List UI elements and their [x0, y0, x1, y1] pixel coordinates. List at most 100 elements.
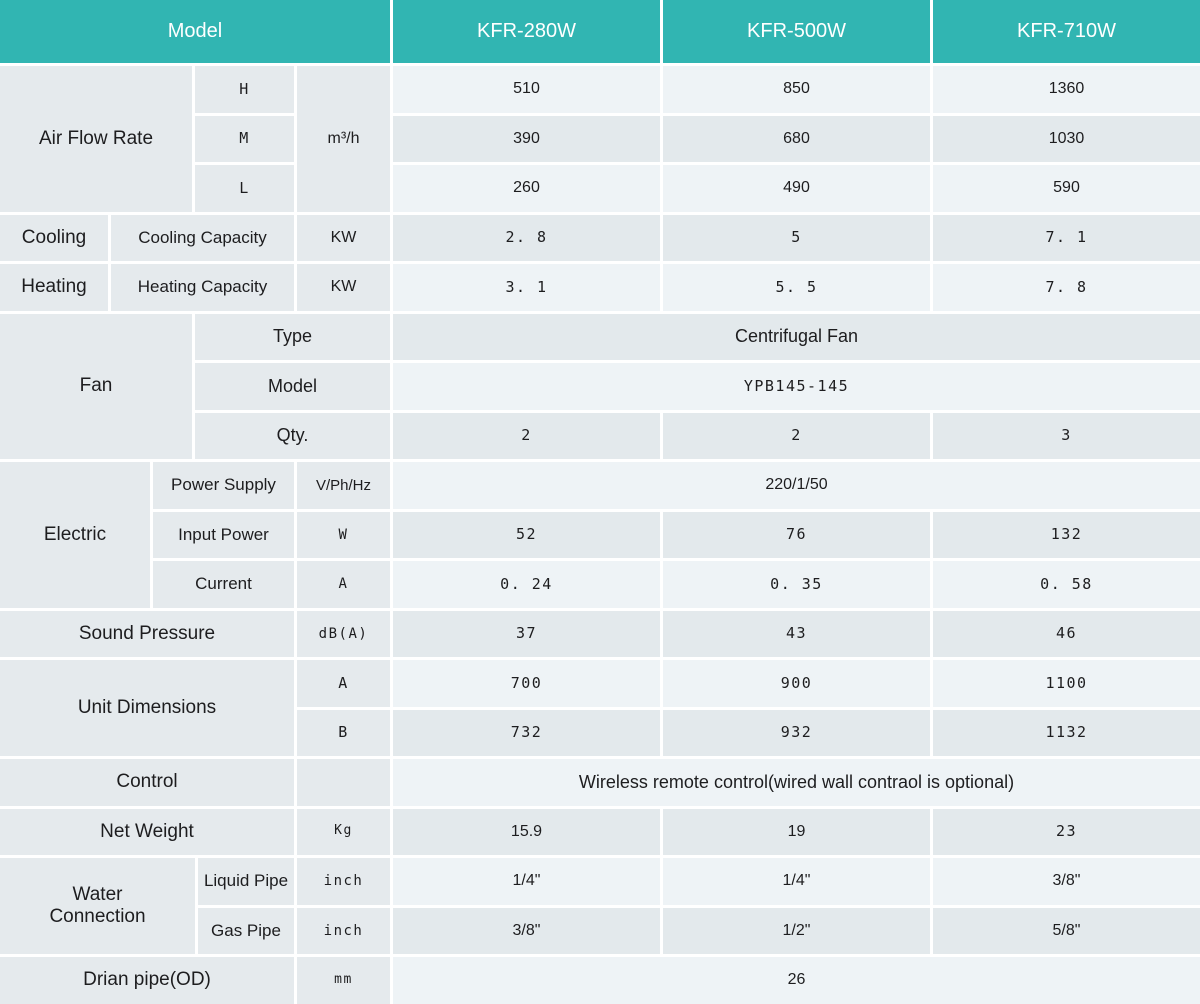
- dimension-a-500w: 900: [663, 660, 930, 707]
- liquid-pipe-label: Liquid Pipe: [198, 858, 294, 905]
- net-weight-280w: 15.9: [393, 808, 660, 855]
- dimension-a-label: A: [297, 660, 390, 707]
- air-flow-level-h: H: [195, 66, 294, 113]
- model-header-cell: Model: [0, 0, 390, 63]
- air-flow-level-m: M: [195, 115, 294, 162]
- input-power-500w: 76: [663, 511, 930, 558]
- dimension-b-710w: 1132: [933, 709, 1200, 756]
- control-value: Wireless remote control(wired wall contr…: [393, 759, 1200, 806]
- model-column-kfr-710w: KFR-710W: [933, 0, 1200, 63]
- sound-pressure-label: Sound Pressure: [0, 610, 294, 657]
- dimension-a-710w: 1100: [933, 660, 1200, 707]
- fan-qty-label: Qty.: [195, 412, 390, 459]
- gas-pipe-500w: 1/2": [663, 907, 930, 954]
- cooling-500w: 5: [663, 214, 930, 261]
- model-column-kfr-500w: KFR-500W: [663, 0, 930, 63]
- drain-pipe-value: 26: [393, 957, 1200, 1004]
- dimension-b-280w: 732: [393, 709, 660, 756]
- current-280w: 0. 24: [393, 561, 660, 608]
- cooling-280w: 2. 8: [393, 214, 660, 261]
- gas-pipe-label: Gas Pipe: [198, 907, 294, 954]
- current-unit: A: [297, 561, 390, 608]
- section-control: Control Wireless remote control(wired wa…: [0, 759, 1200, 806]
- air-flow-rate-label: Air Flow Rate: [0, 66, 192, 212]
- current-710w: 0. 58: [933, 561, 1200, 608]
- liquid-pipe-280w: 1/4": [393, 858, 660, 905]
- unit-dimensions-label: Unit Dimensions: [0, 660, 294, 756]
- fan-type-value: Centrifugal Fan: [393, 313, 1200, 360]
- air-flow-unit: m³/h: [297, 66, 390, 212]
- dimension-b-500w: 932: [663, 709, 930, 756]
- sound-pressure-280w: 37: [393, 610, 660, 657]
- control-label: Control: [0, 759, 294, 806]
- input-power-280w: 52: [393, 511, 660, 558]
- drain-pipe-label: Drian pipe(OD): [0, 957, 294, 1004]
- section-unit-dimensions: Unit Dimensions A 700 900 1100 B 732 932…: [0, 660, 1200, 756]
- current-label: Current: [153, 561, 294, 608]
- model-column-kfr-280w: KFR-280W: [393, 0, 660, 63]
- cooling-label: Cooling: [0, 214, 108, 261]
- air-flow-h-710w: 1360: [933, 66, 1200, 113]
- cooling-unit: KW: [297, 214, 390, 261]
- dimension-a-280w: 700: [393, 660, 660, 707]
- fan-model-label: Model: [195, 363, 390, 410]
- liquid-pipe-500w: 1/4": [663, 858, 930, 905]
- fan-qty-710w: 3: [933, 412, 1200, 459]
- heating-500w: 5. 5: [663, 264, 930, 311]
- sound-pressure-unit: dB(A): [297, 610, 390, 657]
- section-water-connection: Water Connection Liquid Pipe inch 1/4" 1…: [0, 858, 1200, 954]
- fan-qty-280w: 2: [393, 412, 660, 459]
- cooling-capacity-label: Cooling Capacity: [111, 214, 294, 261]
- liquid-pipe-unit: inch: [297, 858, 390, 905]
- air-flow-h-500w: 850: [663, 66, 930, 113]
- net-weight-500w: 19: [663, 808, 930, 855]
- air-flow-l-710w: 590: [933, 165, 1200, 212]
- input-power-710w: 132: [933, 511, 1200, 558]
- input-power-label: Input Power: [153, 511, 294, 558]
- heating-280w: 3. 1: [393, 264, 660, 311]
- air-flow-level-l: L: [195, 165, 294, 212]
- liquid-pipe-710w: 3/8": [933, 858, 1200, 905]
- gas-pipe-unit: inch: [297, 907, 390, 954]
- net-weight-label: Net Weight: [0, 808, 294, 855]
- fan-qty-500w: 2: [663, 412, 930, 459]
- heating-capacity-label: Heating Capacity: [111, 264, 294, 311]
- section-cooling-heating: Cooling Cooling Capacity KW 2. 8 5 7. 1 …: [0, 214, 1200, 311]
- net-weight-710w: 23: [933, 808, 1200, 855]
- heating-710w: 7. 8: [933, 264, 1200, 311]
- dimension-b-label: B: [297, 709, 390, 756]
- air-flow-l-500w: 490: [663, 165, 930, 212]
- input-power-unit: W: [297, 511, 390, 558]
- drain-pipe-unit: mm: [297, 957, 390, 1004]
- fan-model-value: YPB145-145: [393, 363, 1200, 410]
- water-connection-label: Water Connection: [0, 858, 195, 954]
- header-row: Model KFR-280W KFR-500W KFR-710W: [0, 0, 1200, 63]
- heating-label: Heating: [0, 264, 108, 311]
- air-flow-l-280w: 260: [393, 165, 660, 212]
- air-flow-h-280w: 510: [393, 66, 660, 113]
- fan-type-label: Type: [195, 313, 390, 360]
- power-supply-label: Power Supply: [153, 462, 294, 509]
- power-supply-value: 220/1/50: [393, 462, 1200, 509]
- gas-pipe-280w: 3/8": [393, 907, 660, 954]
- section-net-weight: Net Weight Kg 15.9 19 23: [0, 808, 1200, 855]
- sound-pressure-710w: 46: [933, 610, 1200, 657]
- control-unit: [297, 759, 390, 806]
- heating-unit: KW: [297, 264, 390, 311]
- sound-pressure-500w: 43: [663, 610, 930, 657]
- section-sound-pressure: Sound Pressure dB(A) 37 43 46: [0, 610, 1200, 657]
- air-flow-m-710w: 1030: [933, 115, 1200, 162]
- section-fan: Fan Type Centrifugal Fan Model YPB145-14…: [0, 313, 1200, 459]
- air-flow-m-500w: 680: [663, 115, 930, 162]
- net-weight-unit: Kg: [297, 808, 390, 855]
- section-drain-pipe: Drian pipe(OD) mm 26: [0, 957, 1200, 1004]
- section-air-flow-rate: Air Flow Rate H m³/h 510 850 1360 M 390 …: [0, 66, 1200, 212]
- current-500w: 0. 35: [663, 561, 930, 608]
- cooling-710w: 7. 1: [933, 214, 1200, 261]
- section-electric: Electric Power Supply V/Ph/Hz 220/1/50 I…: [0, 462, 1200, 608]
- gas-pipe-710w: 5/8": [933, 907, 1200, 954]
- fan-label: Fan: [0, 313, 192, 459]
- electric-label: Electric: [0, 462, 150, 608]
- power-supply-unit: V/Ph/Hz: [297, 462, 390, 509]
